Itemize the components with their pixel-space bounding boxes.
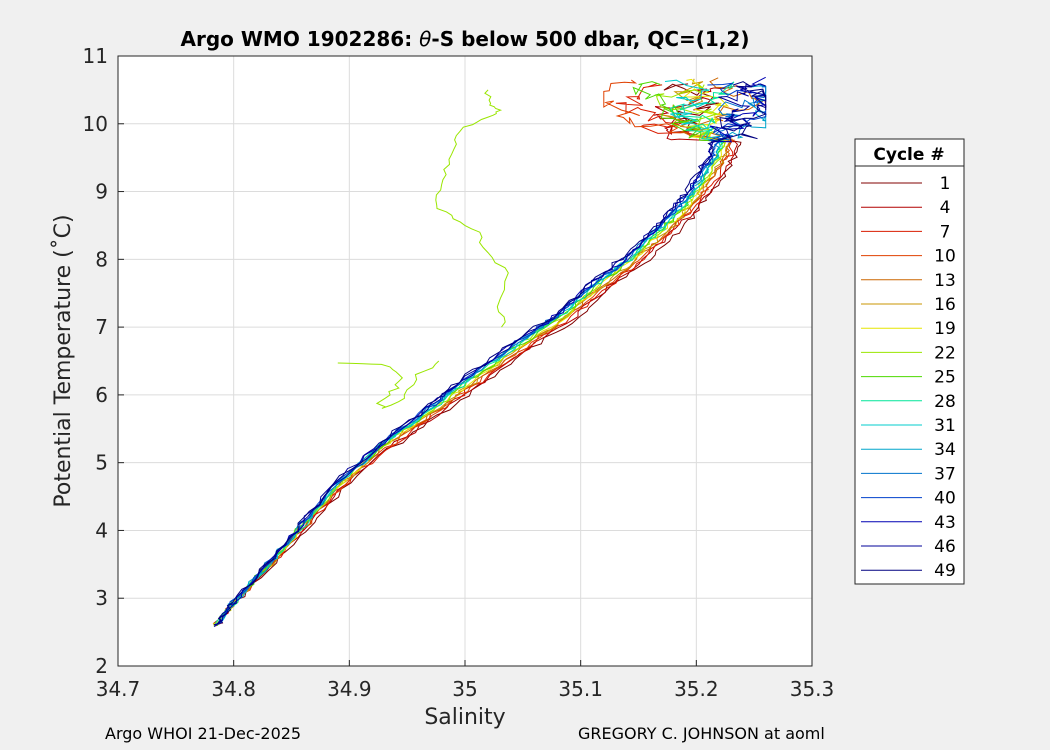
series-line-anomaly-1: [435, 89, 509, 328]
legend-label-cycle-1: 1: [940, 174, 951, 194]
x-axis-label: Salinity: [424, 705, 505, 730]
x-tick-label: 35: [452, 677, 477, 701]
legend-label-cycle-4: 4: [940, 198, 951, 218]
legend-label-cycle-34: 34: [934, 440, 956, 460]
x-tick-label: 35.2: [674, 677, 719, 701]
x-tick-label: 35.3: [790, 677, 835, 701]
legend-label-cycle-46: 46: [934, 537, 956, 557]
series-line-cycle-49: [216, 81, 767, 625]
y-tick-label: 3: [95, 586, 108, 610]
legend-title: Cycle #: [873, 145, 944, 165]
x-tick-label: 35.1: [558, 677, 603, 701]
y-tick-label: 8: [95, 247, 108, 271]
y-tick-label: 6: [95, 383, 108, 407]
x-tick-label: 34.8: [211, 677, 256, 701]
footer-right: GREGORY C. JOHNSON at aoml: [578, 724, 825, 743]
x-tick-label: 34.9: [327, 677, 372, 701]
footer-left: Argo WHOI 21-Dec-2025: [105, 724, 302, 743]
legend-box: [854, 138, 965, 585]
legend-label-cycle-28: 28: [934, 392, 956, 412]
data-lines: [212, 76, 767, 628]
y-tick-label: 7: [95, 315, 108, 339]
legend-label-cycle-22: 22: [934, 343, 956, 363]
legend-label-cycle-13: 13: [934, 271, 956, 291]
y-tick-label: 10: [83, 112, 108, 136]
chart-title: Argo WMO 1902286: θ-S below 500 dbar, QC…: [181, 27, 750, 51]
legend: Cycle # 1 4 7 10 13 16 19 22 25 28 31 34 37 40 43 46 49: [854, 138, 965, 585]
legend-label-cycle-19: 19: [934, 319, 956, 339]
y-axis-label: Potential Temperature (˚C): [51, 214, 76, 507]
legend-label-cycle-43: 43: [934, 513, 956, 533]
legend-label-cycle-40: 40: [934, 489, 956, 509]
axis-ticks: 34.7 34.8 34.9 35 35.1 35.2 35.3 2 3 4 5 6 7 8 9 10 11: [83, 44, 835, 701]
legend-entries: 1 4 7 10 13 16 19 22 25 28 31 34 37 40 43 46 49: [861, 174, 956, 581]
y-tick-label: 4: [95, 518, 108, 542]
legend-label-cycle-16: 16: [934, 295, 956, 315]
legend-label-cycle-10: 10: [934, 247, 956, 267]
series-line-anomaly-2: [337, 360, 440, 409]
x-tick-label: 34.7: [96, 677, 141, 701]
y-tick-label: 2: [95, 654, 108, 678]
y-tick-label: 5: [95, 451, 108, 475]
legend-label-cycle-37: 37: [934, 464, 956, 484]
legend-label-cycle-25: 25: [934, 368, 956, 388]
y-tick-label: 11: [83, 44, 108, 68]
series-line-cycle-10: [217, 79, 736, 625]
legend-label-cycle-49: 49: [934, 561, 956, 581]
legend-label-cycle-7: 7: [940, 222, 951, 242]
y-tick-label: 9: [95, 180, 108, 204]
legend-label-cycle-31: 31: [934, 416, 956, 436]
